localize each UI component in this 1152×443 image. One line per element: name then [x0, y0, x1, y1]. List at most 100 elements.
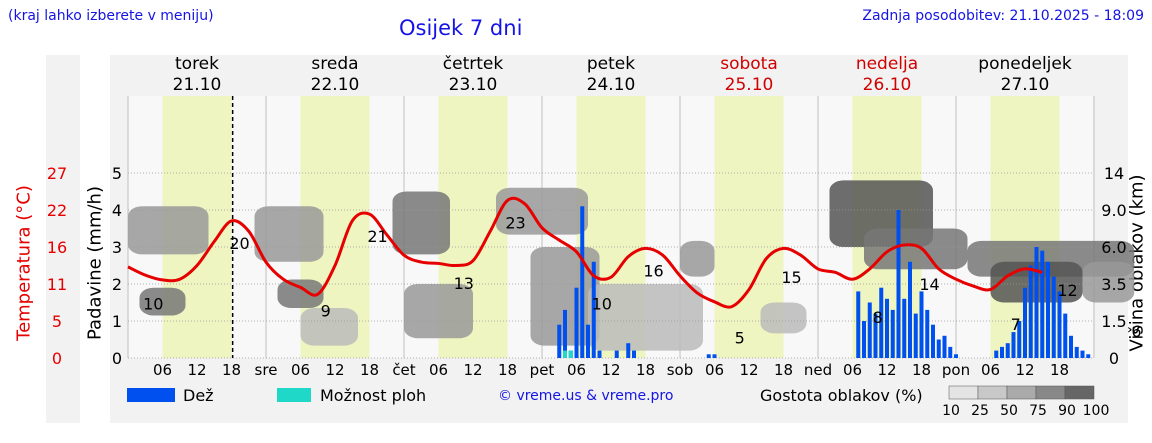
legend: Dež Možnost ploh Gostota oblakov (%) 10 25 50…	[127, 385, 1110, 419]
cloud-scale-swatch	[1035, 385, 1066, 400]
precipitation-tick: 4	[112, 201, 122, 220]
hour-tick-label: 12	[325, 361, 344, 379]
cloud-scale-label: 75	[1029, 403, 1047, 419]
rain-bar	[856, 291, 861, 358]
temperature-label: 15	[781, 268, 801, 287]
temperature-label: 16	[643, 261, 663, 280]
cloud-scale-swatch	[977, 385, 1008, 400]
rain-bar	[1011, 332, 1016, 358]
rain-bar	[885, 298, 889, 358]
hour-tick-label: 12	[601, 361, 620, 379]
cloud-scale-swatch	[1064, 385, 1095, 400]
rain-bar	[902, 298, 907, 358]
rain-bar	[942, 335, 947, 358]
rain-bar	[890, 309, 895, 358]
rain-bar	[1063, 313, 1068, 358]
hour-tick-label: 12	[187, 361, 206, 379]
cloud-layer	[760, 302, 807, 334]
shower-bar	[568, 350, 573, 358]
cloud-height-tick: 14	[1104, 164, 1124, 183]
hour-tick-label: 06	[843, 361, 862, 379]
day-name: četrtek	[443, 54, 504, 74]
rain-bar	[1086, 354, 1091, 358]
rain-bar	[1000, 346, 1004, 358]
day-name: sreda	[311, 54, 358, 74]
rain-bar	[1040, 250, 1045, 358]
rain-bar	[994, 350, 999, 358]
day-date: 23.10	[449, 75, 498, 95]
rain-bar	[948, 346, 953, 358]
temperature-label: 12	[1057, 281, 1077, 300]
rain-bar	[1017, 321, 1022, 358]
cloud-layer	[680, 240, 715, 277]
hour-tick-label: 06	[429, 361, 448, 379]
last-updated: Zadnja posodobitev: 21.10.2025 - 18:09	[862, 8, 1144, 24]
rain-bar	[1028, 265, 1033, 358]
hour-tick-label: 06	[291, 361, 310, 379]
precipitation-tick: 0	[112, 349, 122, 368]
temperature-tick: 27	[47, 164, 67, 183]
temperature-label: 10	[592, 294, 612, 313]
day-tick-label: sob	[667, 361, 694, 379]
temperature-label: 7	[1011, 315, 1021, 334]
rain-bar	[908, 261, 912, 358]
hour-tick-label: 06	[705, 361, 724, 379]
rain-bar	[557, 324, 562, 358]
cloud-height-tick: 3.5	[1101, 275, 1126, 294]
shower-legend-label: Možnost ploh	[320, 386, 426, 405]
rain-bar	[574, 287, 579, 358]
temperature-line	[127, 196, 1043, 309]
hour-tick-label: 12	[1015, 361, 1034, 379]
day-name: ponedeljek	[978, 54, 1072, 74]
rain-bar	[706, 354, 711, 358]
precipitation-tick: 1	[112, 312, 122, 331]
cloud-height-tick: 0	[1109, 349, 1119, 368]
rain-bar	[580, 206, 585, 358]
cloud-layer	[254, 206, 324, 262]
rain-bars	[557, 206, 1091, 358]
day-name: nedelja	[856, 54, 918, 74]
shower-legend-swatch	[277, 388, 311, 402]
rain-bar	[1005, 343, 1010, 358]
cloud-scale-label: 100	[1083, 403, 1110, 419]
cloud-scale-swatch	[1006, 385, 1037, 400]
rain-legend-swatch	[127, 388, 175, 402]
copyright-link[interactable]: © vreme.us & vreme.pro	[498, 388, 674, 404]
rain-bar	[931, 324, 935, 358]
cloud-layer	[139, 287, 186, 316]
rain-bar	[913, 313, 918, 358]
hour-tick-label: 18	[360, 361, 379, 379]
hour-tick-label: 12	[739, 361, 758, 379]
rain-bar	[563, 309, 567, 358]
temperature-label: 14	[919, 275, 939, 294]
rain-bar	[1074, 346, 1079, 358]
temperature-tick: 5	[52, 312, 62, 331]
cloud-scale-label: 90	[1058, 403, 1076, 419]
cloud-scale-label: 25	[971, 403, 989, 419]
temperature-tick: 16	[47, 238, 67, 257]
rain-bar	[954, 354, 958, 358]
hour-tick-label: 06	[567, 361, 586, 379]
rain-bar	[1034, 247, 1039, 358]
precipitation-tick: 5	[112, 164, 122, 183]
day-tick-label: pon	[942, 361, 970, 379]
temperature-label: 23	[505, 213, 525, 232]
location-hint: (kraj lahko izberete v meniju)	[8, 8, 214, 24]
cloud-scale-label: 10	[942, 403, 960, 419]
day-date: 26.10	[863, 75, 912, 95]
cloud-legend-label: Gostota oblakov (%)	[760, 386, 923, 405]
cloud-layer	[128, 206, 209, 255]
cloud-layer	[404, 284, 473, 339]
temperature-label: 6	[1131, 322, 1141, 341]
day-date: 27.10	[1001, 75, 1050, 95]
rain-bar	[879, 287, 884, 358]
temperature-label: 8	[873, 308, 883, 327]
hour-tick-label: 18	[912, 361, 931, 379]
hour-tick-label: 18	[636, 361, 655, 379]
rain-bar	[873, 313, 878, 358]
day-tick-label: ned	[804, 361, 832, 379]
rain-bar	[586, 324, 590, 358]
hour-tick-label: 18	[222, 361, 241, 379]
